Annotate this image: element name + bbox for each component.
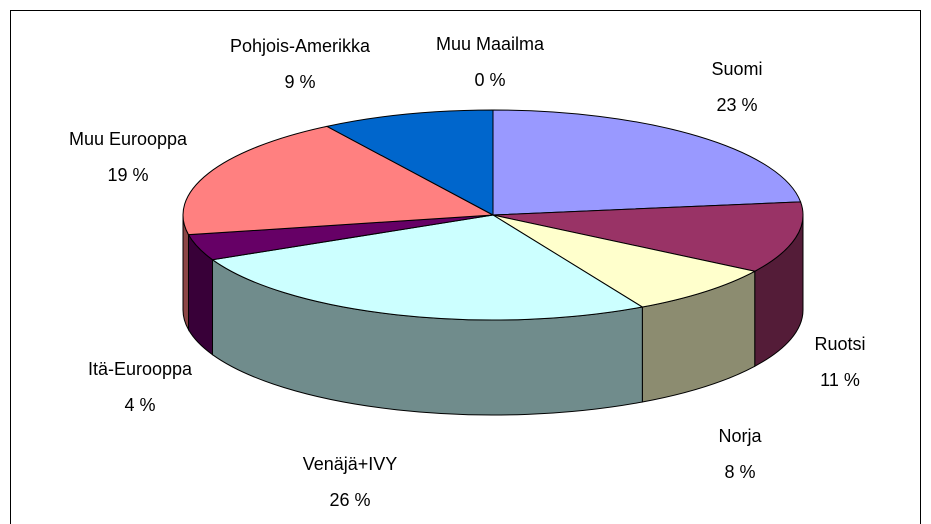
slice-label: Pohjois-Amerikka [230, 36, 371, 56]
slice-label: Muu Maailma [436, 34, 545, 54]
slice [492, 109, 802, 216]
slice-label: Ruotsi [814, 334, 865, 354]
slice-label: Muu Eurooppa [69, 129, 188, 149]
slice-label: Norja [718, 426, 762, 446]
value-label: 11 % [820, 370, 860, 390]
slice [182, 125, 495, 236]
value-label: 9 % [284, 72, 315, 92]
value-label: 0 % [474, 70, 505, 90]
value-label: 19 % [107, 165, 148, 185]
slice [211, 214, 644, 321]
slice-label: Suomi [711, 59, 762, 79]
value-label: 23 % [716, 95, 757, 115]
slice [492, 214, 757, 308]
value-label: 4 % [124, 395, 155, 415]
value-label: 8 % [724, 462, 755, 482]
slice [492, 201, 804, 272]
slice-label: Venäjä+IVY [303, 454, 398, 474]
slice-label: Itä-Eurooppa [88, 359, 193, 379]
value-label: 26 % [329, 490, 370, 510]
slice [325, 109, 494, 216]
